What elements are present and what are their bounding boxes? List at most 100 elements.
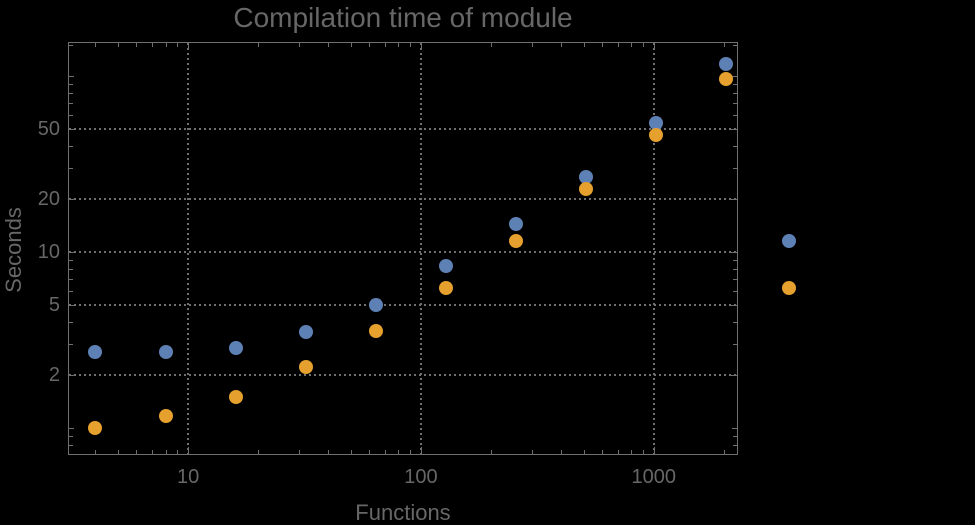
y-tick-mark — [69, 168, 73, 169]
x-tick-mark — [631, 43, 632, 47]
x-tick-mark — [136, 450, 137, 454]
x-tick-mark — [152, 43, 153, 47]
x-tick-mark — [385, 450, 386, 454]
y-tick-mark — [730, 199, 737, 200]
x-tick-mark — [299, 43, 300, 47]
chart-title: Compilation time of module — [233, 2, 573, 33]
x-gridline — [652, 43, 655, 454]
y-tick-mark — [733, 93, 737, 94]
y-tick-mark — [69, 269, 73, 270]
y-tick-mark — [69, 436, 73, 437]
y-tick-mark — [730, 252, 737, 253]
data-point-series-2-orange — [579, 181, 594, 196]
y-tick-mark — [730, 129, 737, 130]
y-tick-label: 2 — [48, 363, 60, 386]
data-point-series-2-orange — [508, 233, 523, 248]
data-point-series-2-orange — [298, 360, 313, 375]
x-tick-mark — [328, 43, 329, 47]
y-tick-mark — [69, 129, 76, 130]
y-tick-mark — [69, 445, 73, 446]
x-tick-mark — [584, 450, 585, 454]
y-gridline — [69, 127, 737, 130]
x-tick-mark — [177, 450, 178, 454]
x-axis-label: Functions — [355, 500, 451, 525]
x-tick-mark — [118, 43, 119, 47]
x-tick-mark — [177, 43, 178, 47]
data-point-series-2-orange — [438, 281, 453, 296]
x-gridline — [419, 43, 422, 454]
y-tick-mark — [69, 103, 73, 104]
y-tick-label: 5 — [48, 293, 60, 316]
y-tick-mark — [69, 344, 73, 345]
x-tick-mark — [398, 450, 399, 454]
y-tick-mark — [69, 76, 74, 77]
y-tick-label: 20 — [37, 187, 60, 210]
x-tick-mark — [258, 43, 259, 47]
y-tick-label: 10 — [37, 240, 60, 263]
x-tick-mark — [328, 450, 329, 454]
x-tick-mark — [491, 43, 492, 47]
y-tick-mark — [732, 76, 737, 77]
y-gridline — [69, 250, 737, 253]
y-tick-mark — [733, 103, 737, 104]
x-tick-mark — [258, 450, 259, 454]
y-tick-mark — [733, 84, 737, 85]
y-tick-mark — [733, 260, 737, 261]
y-tick-mark — [733, 269, 737, 270]
data-point-series-2-orange — [719, 72, 734, 87]
data-point-series-1-blue — [298, 324, 313, 339]
x-tick-label: 100 — [404, 466, 438, 488]
x-tick-mark — [136, 43, 137, 47]
y-tick-mark — [733, 322, 737, 323]
y-axis-label: Seconds — [1, 207, 26, 293]
y-tick-mark — [733, 115, 737, 116]
x-tick-mark — [602, 450, 603, 454]
x-tick-mark — [188, 43, 189, 50]
x-tick-mark — [421, 43, 422, 50]
data-point-series-1-blue — [88, 344, 103, 359]
x-tick-mark — [369, 43, 370, 47]
x-gridline — [187, 43, 190, 454]
x-tick-mark — [152, 450, 153, 454]
x-tick-mark — [561, 43, 562, 47]
y-tick-mark — [733, 291, 737, 292]
y-tick-mark — [69, 279, 73, 280]
y-tick-mark — [69, 199, 76, 200]
x-tick-label: 10 — [176, 466, 200, 488]
x-tick-label: 1000 — [631, 466, 677, 488]
data-point-series-2-orange — [158, 408, 173, 423]
x-tick-mark — [532, 43, 533, 47]
x-tick-mark — [95, 450, 96, 454]
data-point-series-2-orange — [649, 127, 664, 142]
x-tick-mark — [618, 450, 619, 454]
x-tick-mark — [118, 450, 119, 454]
y-gridline — [69, 373, 737, 376]
x-tick-mark — [643, 43, 644, 47]
y-tick-mark — [69, 428, 74, 429]
y-tick-mark — [69, 45, 73, 46]
data-point-series-2-orange — [368, 323, 383, 338]
x-tick-mark — [369, 450, 370, 454]
x-tick-mark — [618, 43, 619, 47]
data-point-series-1-blue — [228, 340, 243, 355]
x-tick-mark — [188, 447, 189, 454]
y-tick-mark — [69, 305, 76, 306]
y-tick-mark — [733, 344, 737, 345]
y-tick-mark — [69, 115, 73, 116]
y-tick-mark — [733, 436, 737, 437]
x-tick-mark — [643, 450, 644, 454]
x-tick-mark — [654, 447, 655, 454]
plot-frame — [68, 42, 738, 455]
y-tick-mark — [733, 146, 737, 147]
data-point-series-1-blue — [649, 115, 664, 130]
y-tick-mark — [69, 93, 73, 94]
x-tick-mark — [385, 43, 386, 47]
y-tick-label: 50 — [37, 117, 60, 140]
y-tick-mark — [733, 445, 737, 446]
y-tick-mark — [730, 305, 737, 306]
x-tick-mark — [561, 450, 562, 454]
data-point-series-1-blue — [579, 170, 594, 185]
legend-marker-series-2-orange — [782, 281, 796, 295]
legend-marker-series-1-blue — [782, 234, 796, 248]
